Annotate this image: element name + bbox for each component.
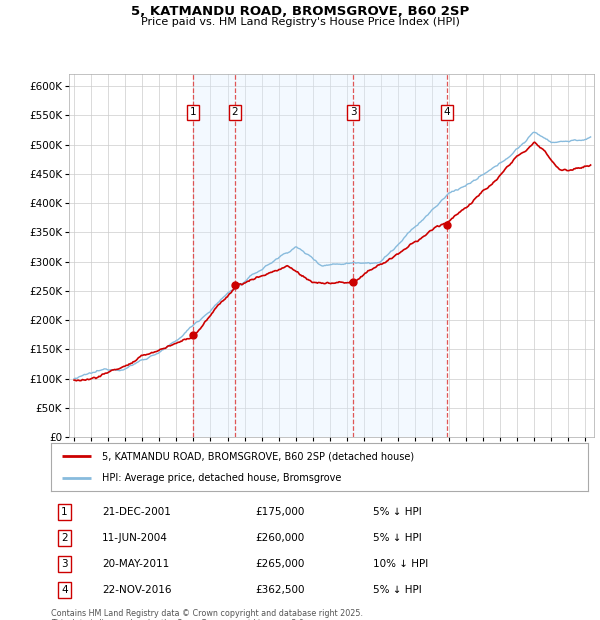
Text: £362,500: £362,500 — [255, 585, 305, 595]
Text: £265,000: £265,000 — [255, 559, 304, 569]
Text: 5% ↓ HPI: 5% ↓ HPI — [373, 507, 422, 516]
Bar — [235, 74, 353, 437]
Bar — [193, 74, 235, 437]
Text: 20-MAY-2011: 20-MAY-2011 — [102, 559, 169, 569]
Text: 10% ↓ HPI: 10% ↓ HPI — [373, 559, 428, 569]
Text: 22-NOV-2016: 22-NOV-2016 — [102, 585, 172, 595]
Text: 21-DEC-2001: 21-DEC-2001 — [102, 507, 171, 516]
Text: £175,000: £175,000 — [255, 507, 304, 516]
Text: 4: 4 — [444, 107, 451, 117]
Text: HPI: Average price, detached house, Bromsgrove: HPI: Average price, detached house, Brom… — [102, 473, 341, 483]
Text: £260,000: £260,000 — [255, 533, 304, 542]
Text: 2: 2 — [232, 107, 238, 117]
Text: 5, KATMANDU ROAD, BROMSGROVE, B60 2SP: 5, KATMANDU ROAD, BROMSGROVE, B60 2SP — [131, 5, 469, 18]
Text: 1: 1 — [61, 507, 68, 516]
Text: 3: 3 — [350, 107, 356, 117]
Text: 4: 4 — [61, 585, 68, 595]
Text: 2: 2 — [61, 533, 68, 542]
Text: Contains HM Land Registry data © Crown copyright and database right 2025.
This d: Contains HM Land Registry data © Crown c… — [51, 609, 363, 620]
Text: 1: 1 — [190, 107, 196, 117]
Text: 5, KATMANDU ROAD, BROMSGROVE, B60 2SP (detached house): 5, KATMANDU ROAD, BROMSGROVE, B60 2SP (d… — [102, 451, 414, 461]
Text: 11-JUN-2004: 11-JUN-2004 — [102, 533, 168, 542]
Text: 3: 3 — [61, 559, 68, 569]
Bar — [353, 74, 447, 437]
Text: 5% ↓ HPI: 5% ↓ HPI — [373, 533, 422, 542]
Text: 5% ↓ HPI: 5% ↓ HPI — [373, 585, 422, 595]
Text: Price paid vs. HM Land Registry's House Price Index (HPI): Price paid vs. HM Land Registry's House … — [140, 17, 460, 27]
